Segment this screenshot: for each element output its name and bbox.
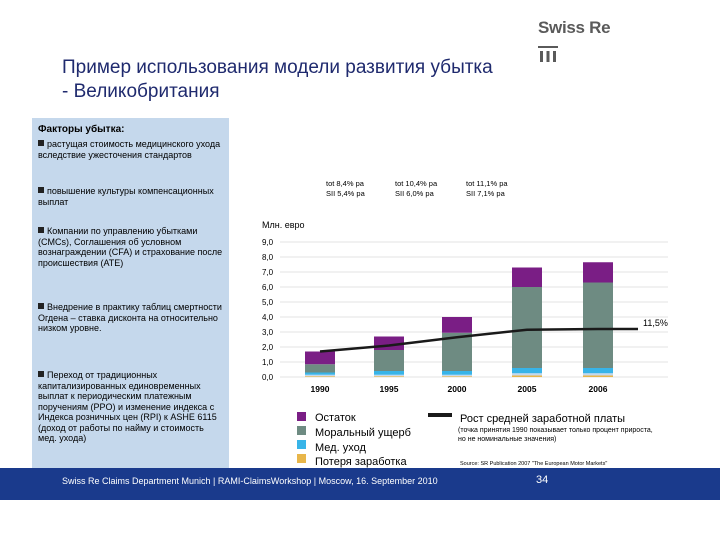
- growth-note: SII 6,0% pa: [395, 189, 435, 198]
- bar-segment: [374, 371, 404, 375]
- loss-factors-panel: [32, 118, 229, 468]
- y-tick-label: 6,0: [262, 283, 274, 292]
- legend-swatch: [297, 426, 306, 435]
- legend-label: Потеря заработка: [315, 456, 407, 468]
- factor-item: Компании по управлению убытками (CMCs), …: [38, 226, 223, 268]
- factor-item: Переход от традиционных капитализированн…: [38, 370, 217, 443]
- wage-growth-line: [319, 327, 638, 353]
- bar-segment: [512, 368, 542, 374]
- bar-segment: [512, 375, 542, 377]
- y-tick-label: 4,0: [262, 313, 274, 322]
- bar-segment: [305, 364, 335, 373]
- bar-segment: [374, 374, 404, 377]
- growth-note: tot 8,4% pa: [326, 179, 365, 188]
- bullet-square-icon: [38, 303, 44, 309]
- factor-item: растущая стоимость медицинского ухода вс…: [38, 139, 221, 160]
- bar-segment: [583, 375, 613, 377]
- bar-segment: [512, 287, 542, 368]
- y-tick-label: 7,0: [262, 268, 274, 277]
- x-tick-label: 2000: [448, 384, 467, 394]
- legend-swatch: [297, 440, 306, 449]
- footer-bar: [0, 468, 720, 500]
- claims-development-chart: Млн. евро 0,0 1,0 2,0 3,0 4,0 5,0 6,0 7,0 8,0 9,0…: [262, 179, 668, 468]
- growth-note: SII 5,4% pa: [326, 189, 366, 198]
- y-tick-label: 1,0: [262, 358, 274, 367]
- bar-segment: [374, 376, 404, 377]
- legend-label: Остаток: [315, 412, 356, 424]
- bar-segment: [583, 282, 613, 368]
- y-tick-label: 9,0: [262, 238, 274, 247]
- bullet-square-icon: [38, 227, 44, 233]
- bullet-square-icon: [38, 187, 44, 193]
- y-tick-label: 3,0: [262, 328, 274, 337]
- y-tick-label: 0,0: [262, 373, 274, 382]
- bar-segment: [305, 351, 335, 365]
- x-tick-label: 1995: [380, 384, 399, 394]
- growth-note: tot 10,4% pa: [395, 179, 438, 188]
- legend-line-swatch: [428, 413, 452, 417]
- x-tick-label: 2005: [518, 384, 537, 394]
- bar-segment: [305, 372, 335, 375]
- legend-label: Моральный ущерб: [315, 427, 411, 439]
- y-tick-label: 5,0: [262, 298, 274, 307]
- page-title: Пример использования модели развития убы…: [62, 57, 493, 102]
- unit-label: Млн. евро: [262, 220, 305, 230]
- legend-swatch: [297, 412, 306, 421]
- bar-segment: [374, 350, 404, 371]
- line-end-label: 11,5%: [643, 318, 668, 328]
- bar-segment: [305, 374, 335, 377]
- bar-segment: [583, 262, 613, 283]
- bar-segment: [442, 376, 472, 377]
- swiss-re-logo: Swiss Re: [538, 18, 611, 37]
- bullet-square-icon: [38, 140, 44, 146]
- footer-text: Swiss Re Claims Department Munich | RAMI…: [62, 476, 438, 486]
- growth-note: SII 7,1% pa: [466, 189, 506, 198]
- growth-note: tot 11,1% pa: [466, 179, 508, 188]
- page-number: 34: [536, 474, 549, 486]
- bullet-square-icon: [38, 371, 44, 377]
- bar-segment: [583, 368, 613, 374]
- x-tick-label: 1990: [311, 384, 330, 394]
- factor-item: Внедрение в практику таблиц смертности О…: [38, 302, 222, 333]
- bar-segment: [442, 374, 472, 377]
- bar-segment: [583, 373, 613, 376]
- legend-line-label: Рост средней заработной платы: [460, 413, 625, 425]
- factor-item: повышение культуры компенсационных выпла…: [38, 186, 214, 207]
- factors-heading: Факторы убытка:: [38, 124, 125, 135]
- x-tick-label: 2006: [589, 384, 608, 394]
- bar-segment: [305, 376, 335, 377]
- legend-label: Мед. уход: [315, 442, 366, 454]
- y-tick-label: 2,0: [262, 343, 274, 352]
- source-note: Source: SR Publication 2007 "The Europea…: [460, 461, 607, 467]
- legend-swatch: [297, 454, 306, 463]
- swiss-re-mark-icon: [538, 46, 558, 62]
- bar-segment: [512, 267, 542, 287]
- y-tick-label: 8,0: [262, 253, 274, 262]
- legend-note: (точка принятия 1990 показывает только п…: [458, 427, 655, 443]
- bar-segment: [442, 317, 472, 333]
- bar-segment: [442, 371, 472, 375]
- bar-segment: [512, 373, 542, 376]
